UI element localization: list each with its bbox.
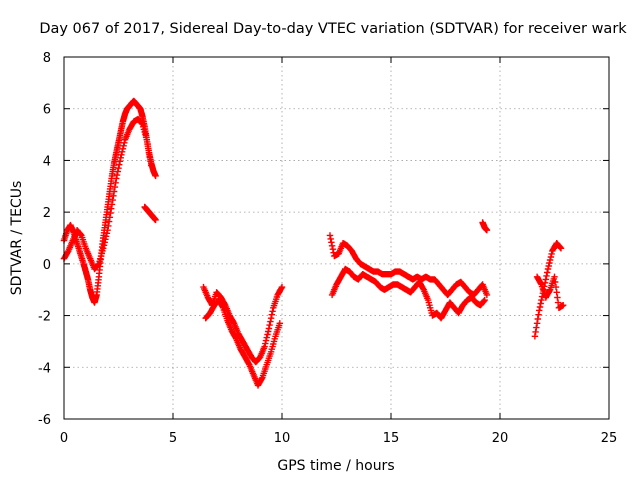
series-markers [326, 232, 491, 299]
y-tick-label: 6 [43, 103, 51, 118]
x-tick-label: 0 [60, 431, 68, 446]
y-tick-label: -2 [38, 310, 51, 325]
grid-lines [64, 57, 609, 419]
x-tick-label: 5 [169, 431, 177, 446]
series-arc-4b [533, 273, 567, 311]
y-tick-labels: -6 -4 -2 0 2 4 6 8 [38, 51, 51, 428]
series-markers [202, 296, 283, 389]
x-axis-label: GPS time / hours [277, 458, 394, 474]
series-markers [141, 203, 159, 224]
y-tick-label: -4 [38, 361, 51, 376]
y-tick-label: 8 [43, 51, 51, 66]
x-tick-labels: 0 5 10 15 20 25 [60, 431, 617, 446]
axis-ticks [63, 56, 610, 420]
x-tick-label: 10 [274, 431, 291, 446]
y-axis-label: SDTVAR / TECUs [9, 181, 25, 296]
y-tick-label: 0 [43, 258, 51, 273]
chart-title: Day 067 of 2017, Sidereal Day-to-day VTE… [39, 21, 627, 37]
x-tick-label: 15 [383, 431, 400, 446]
series-arc-3a [326, 232, 491, 299]
x-tick-label: 25 [601, 431, 618, 446]
series-arc-1c [141, 203, 159, 224]
series-arc-3b [328, 265, 488, 322]
plot-frame [63, 56, 610, 420]
series-arc-2b [202, 296, 283, 389]
series-markers [533, 273, 567, 311]
series-arc-3c [479, 219, 491, 234]
y-tick-label: 2 [43, 206, 51, 221]
data-points [60, 97, 567, 389]
y-tick-label: 4 [43, 154, 51, 169]
series-markers [328, 265, 488, 322]
y-tick-label: -6 [38, 413, 51, 428]
series-markers [479, 219, 491, 234]
x-tick-label: 20 [492, 431, 509, 446]
